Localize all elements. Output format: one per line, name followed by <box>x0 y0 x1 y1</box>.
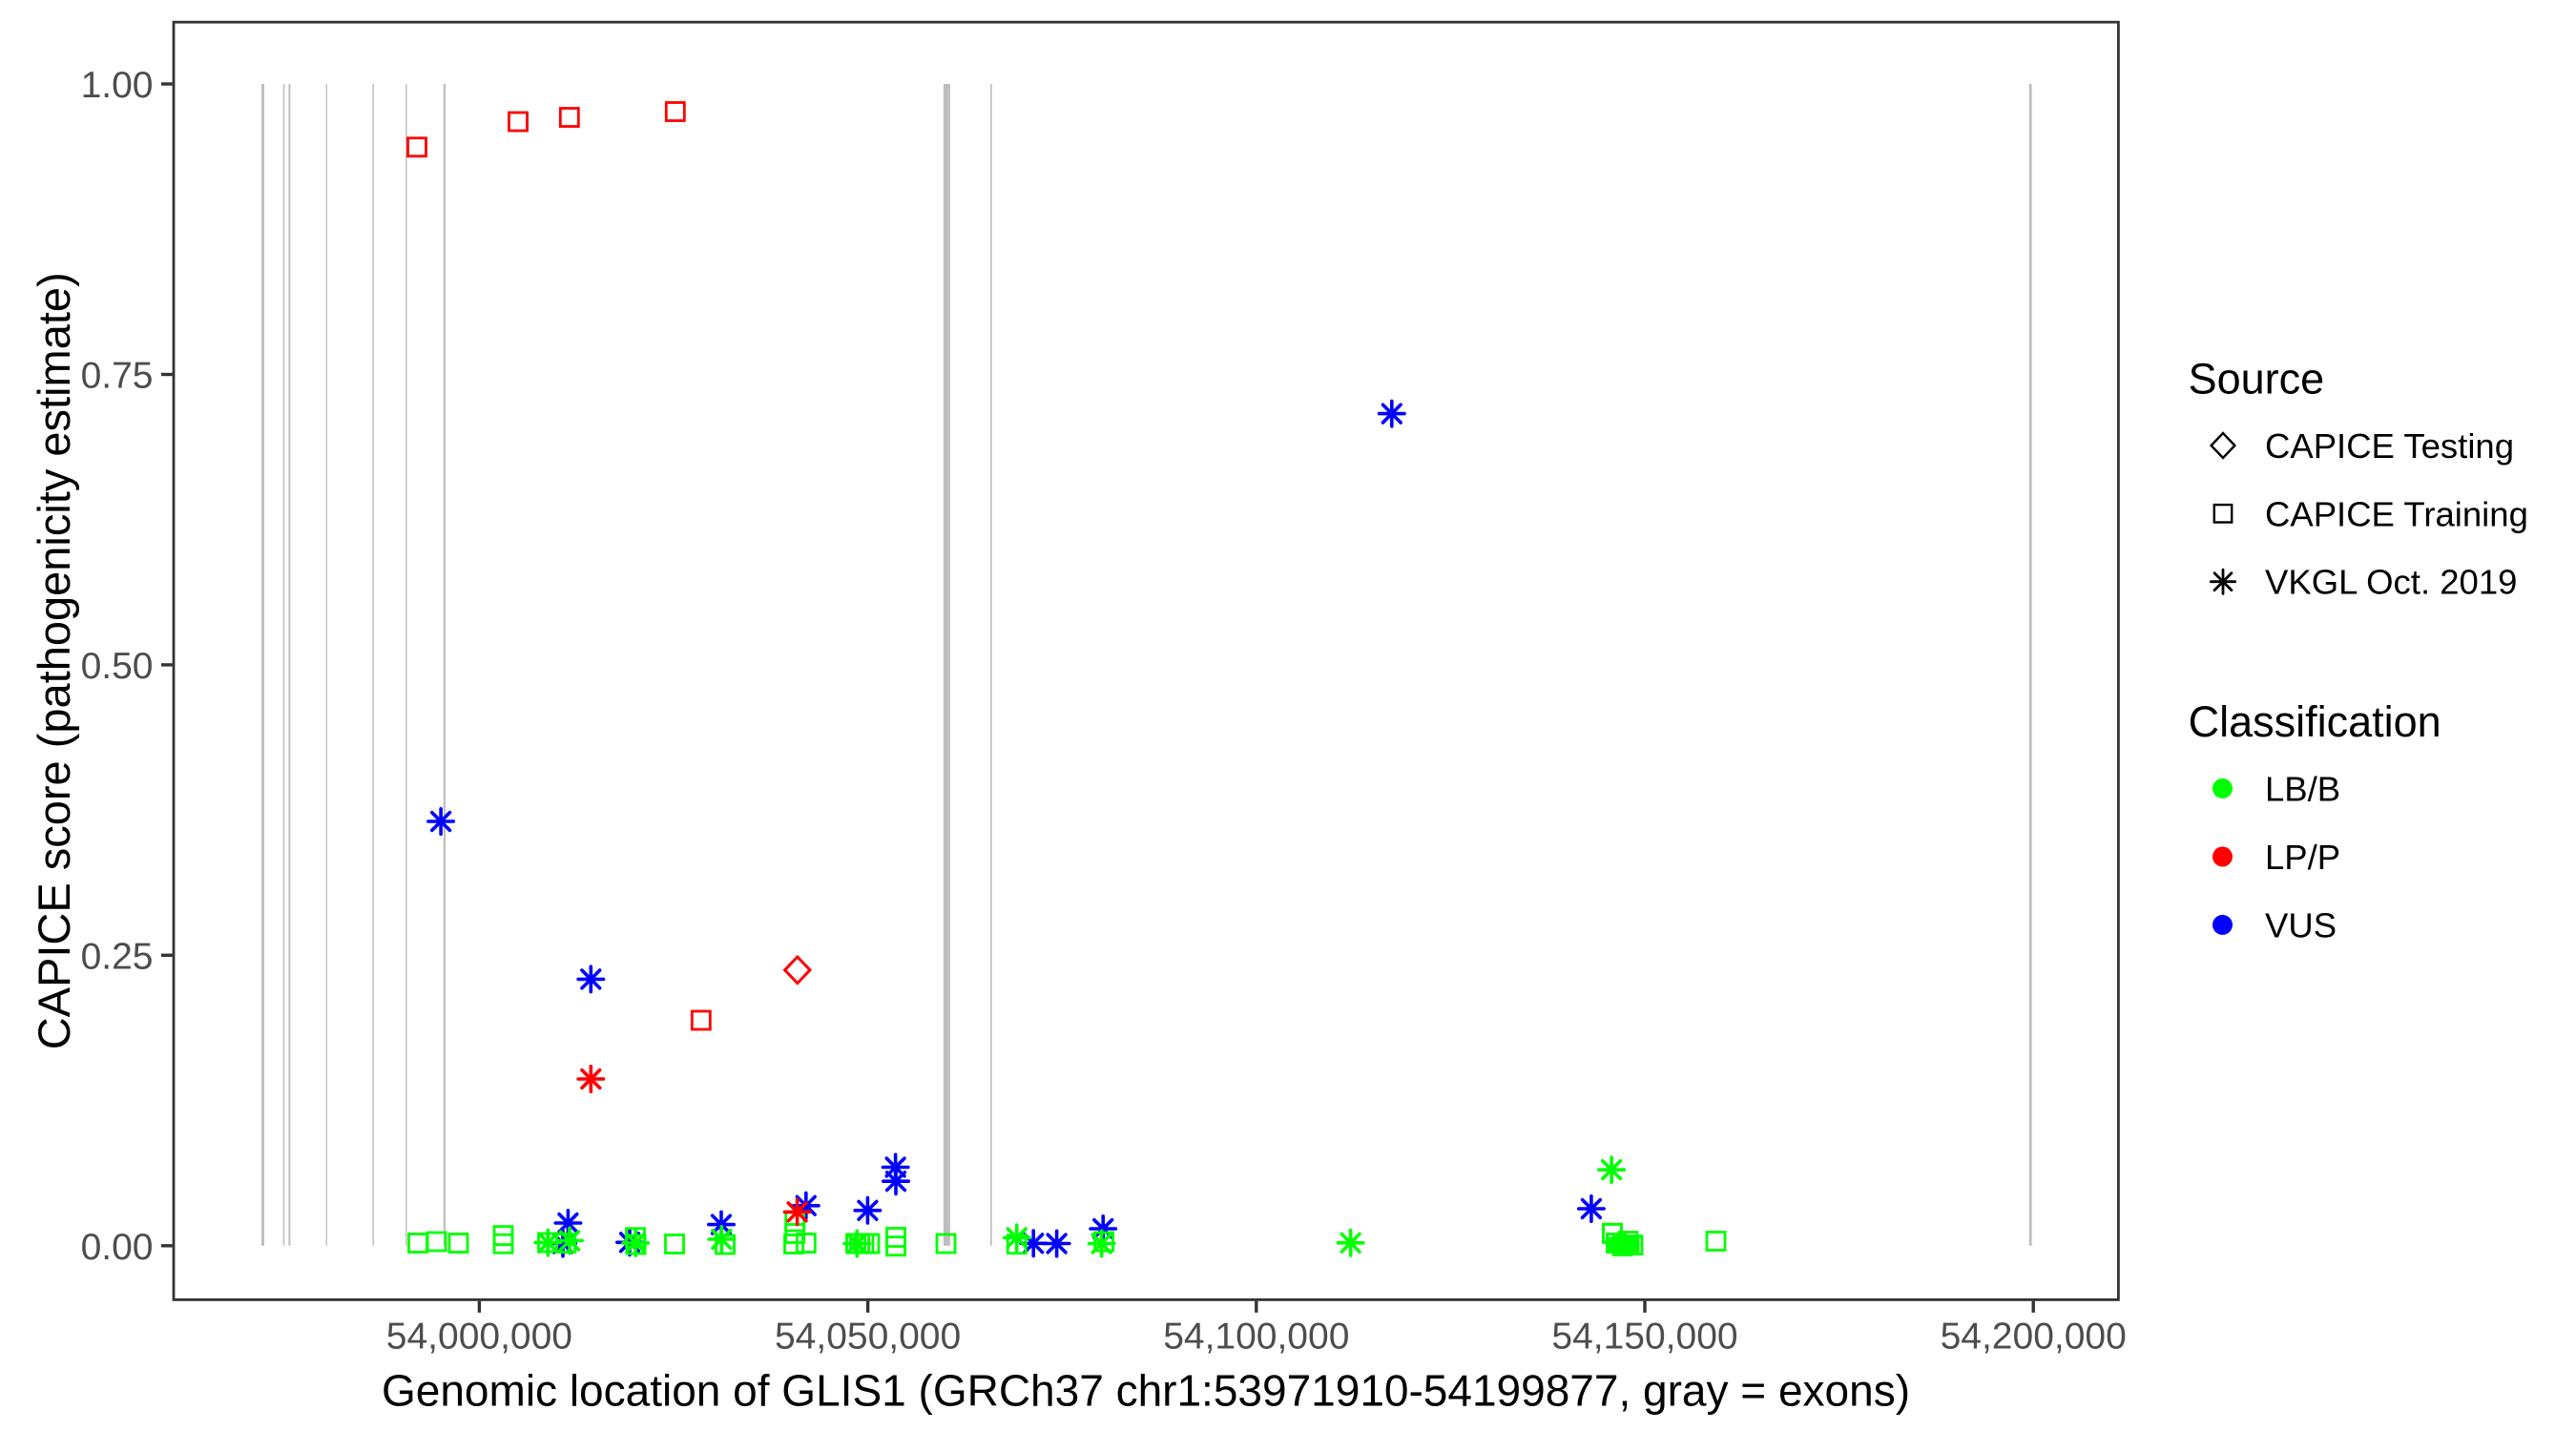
svg-text:VKGL Oct. 2019: VKGL Oct. 2019 <box>2265 563 2517 602</box>
svg-text:0.50: 0.50 <box>81 646 154 687</box>
svg-text:CAPICE Testing: CAPICE Testing <box>2265 426 2514 466</box>
svg-text:LP/P: LP/P <box>2265 838 2340 877</box>
svg-text:CAPICE score (pathogenicity es: CAPICE score (pathogenicity estimate) <box>29 272 79 1049</box>
svg-text:1.00: 1.00 <box>81 65 154 106</box>
svg-text:0.75: 0.75 <box>81 356 154 397</box>
svg-text:54,000,000: 54,000,000 <box>386 1317 572 1358</box>
svg-text:LB/B: LB/B <box>2265 769 2340 808</box>
svg-text:Classification: Classification <box>2189 697 2441 746</box>
svg-text:Genomic location of GLIS1 (GRC: Genomic location of GLIS1 (GRCh37 chr1:5… <box>382 1366 1910 1416</box>
svg-text:0.00: 0.00 <box>81 1227 154 1268</box>
svg-text:54,150,000: 54,150,000 <box>1551 1317 1737 1358</box>
svg-text:0.25: 0.25 <box>81 936 154 977</box>
svg-text:54,200,000: 54,200,000 <box>1941 1317 2127 1358</box>
svg-text:54,100,000: 54,100,000 <box>1163 1317 1349 1358</box>
svg-text:VUS: VUS <box>2265 905 2337 944</box>
svg-text:Source: Source <box>2189 354 2325 403</box>
svg-text:CAPICE Training: CAPICE Training <box>2265 494 2528 533</box>
svg-text:54,050,000: 54,050,000 <box>775 1317 961 1358</box>
